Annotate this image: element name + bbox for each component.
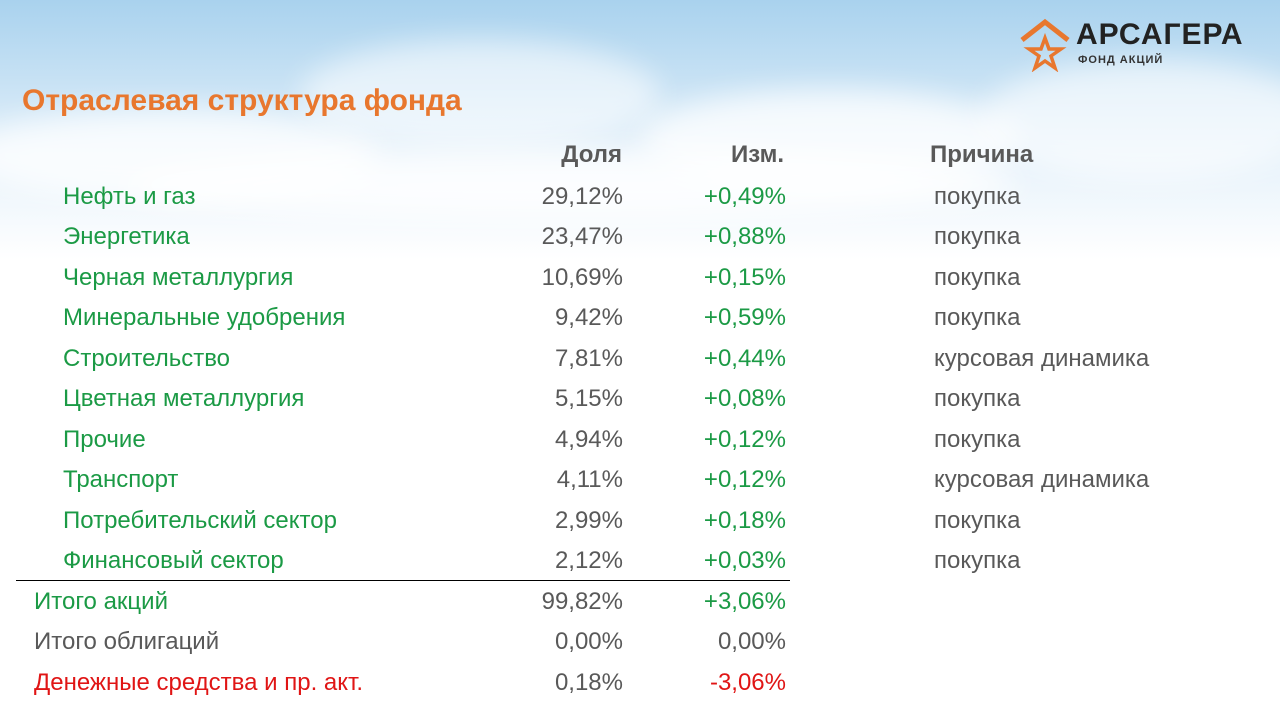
total-share: 0,00% xyxy=(554,628,623,655)
total-row-stocks: Итого акций 99,82% +3,06% xyxy=(0,582,1280,622)
sector-share: 2,12% xyxy=(554,547,623,574)
cloud xyxy=(120,150,1020,220)
sector-reason: покупка xyxy=(934,385,1021,412)
sector-change: +0,59% xyxy=(703,304,786,331)
sector-change: +0,12% xyxy=(703,466,786,493)
table-row: Потребительский сектор 2,99% +0,18% поку… xyxy=(0,501,1280,541)
sector-share: 10,69% xyxy=(541,264,623,291)
sector-name: Черная металлургия xyxy=(63,264,294,291)
sky-background xyxy=(0,0,1280,260)
sector-change: +0,08% xyxy=(703,385,786,412)
sector-name: Строительство xyxy=(63,345,231,372)
total-label: Итого облигаций xyxy=(34,628,220,655)
total-share: 0,18% xyxy=(554,669,623,696)
sector-change: +0,12% xyxy=(703,426,786,453)
table-row: Транспорт 4,11% +0,12% курсовая динамика xyxy=(0,460,1280,500)
total-change: +3,06% xyxy=(703,588,786,615)
sector-reason: курсовая динамика xyxy=(934,345,1150,372)
column-header-change: Изм. xyxy=(730,141,784,168)
sector-share: 4,94% xyxy=(554,426,623,453)
total-share: 99,82% xyxy=(541,588,623,615)
sector-name: Прочие xyxy=(63,426,146,453)
sector-name: Минеральные удобрения xyxy=(63,304,346,331)
sector-reason: покупка xyxy=(934,183,1021,210)
table-row: Минеральные удобрения 9,42% +0,59% покуп… xyxy=(0,298,1280,338)
cloud xyxy=(300,40,660,150)
sector-share: 23,47% xyxy=(541,223,623,250)
column-header-reason: Причина xyxy=(930,141,1034,168)
sector-share: 2,99% xyxy=(554,507,623,534)
cloud xyxy=(980,60,1280,180)
total-change: -3,06% xyxy=(709,669,786,696)
sector-change: +0,44% xyxy=(703,345,786,372)
sector-name: Транспорт xyxy=(63,466,179,493)
sector-reason: покупка xyxy=(934,547,1021,574)
sector-name: Энергетика xyxy=(63,223,190,250)
sector-change: +0,49% xyxy=(703,183,786,210)
sector-reason: покупка xyxy=(934,304,1021,331)
table-row: Строительство 7,81% +0,44% курсовая дина… xyxy=(0,339,1280,379)
sector-share: 29,12% xyxy=(541,183,623,210)
sector-share: 5,15% xyxy=(554,385,623,412)
table-row: Энергетика 23,47% +0,88% покупка xyxy=(0,217,1280,257)
table-row: Цветная металлургия 5,15% +0,08% покупка xyxy=(0,379,1280,419)
page-title: Отраслевая структура фонда xyxy=(22,84,462,117)
sector-name: Нефть и газ xyxy=(63,183,196,210)
sector-share: 9,42% xyxy=(554,304,623,331)
table-row: Черная металлургия 10,69% +0,15% покупка xyxy=(0,258,1280,298)
totals-divider xyxy=(16,580,790,581)
sector-name: Финансовый сектор xyxy=(63,547,284,574)
total-change: 0,00% xyxy=(717,628,786,655)
sector-change: +0,88% xyxy=(703,223,786,250)
sector-reason: покупка xyxy=(934,426,1021,453)
sector-reason: покупка xyxy=(934,223,1021,250)
total-row-bonds: Итого облигаций 0,00% 0,00% xyxy=(0,622,1280,662)
column-header-share: Доля xyxy=(561,141,622,168)
company-logo: АРСАГЕРА ФОНД АКЦИЙ xyxy=(1018,16,1258,72)
logo-name: АРСАГЕРА xyxy=(1076,18,1244,51)
sector-share: 4,11% xyxy=(556,466,623,493)
table-row: Финансовый сектор 2,12% +0,03% покупка xyxy=(0,541,1280,581)
sector-change: +0,18% xyxy=(703,507,786,534)
table-row: Нефть и газ 29,12% +0,49% покупка xyxy=(0,177,1280,217)
table-row: Прочие 4,94% +0,12% покупка xyxy=(0,420,1280,460)
sector-name: Потребительский сектор xyxy=(63,507,337,534)
sector-change: +0,03% xyxy=(703,547,786,574)
total-label: Денежные средства и пр. акт. xyxy=(34,669,364,696)
total-row-cash: Денежные средства и пр. акт. 0,18% -3,06… xyxy=(0,663,1280,703)
house-star-logo-icon xyxy=(1020,18,1070,72)
logo-subtitle: ФОНД АКЦИЙ xyxy=(1078,54,1164,66)
sector-reason: курсовая динамика xyxy=(934,466,1150,493)
sector-name: Цветная металлургия xyxy=(63,385,305,412)
sector-reason: покупка xyxy=(934,507,1021,534)
total-label: Итого акций xyxy=(34,588,168,615)
sector-change: +0,15% xyxy=(703,264,786,291)
sector-share: 7,81% xyxy=(554,345,623,372)
sector-reason: покупка xyxy=(934,264,1021,291)
